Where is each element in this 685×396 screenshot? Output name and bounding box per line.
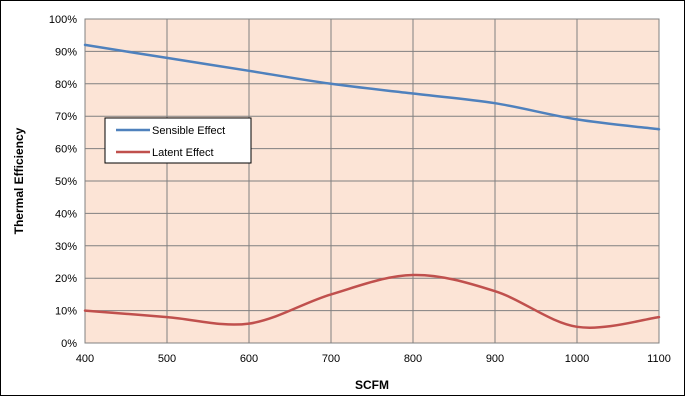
- legend-label: Latent Effect: [152, 147, 214, 159]
- y-tick-label: 30%: [55, 241, 77, 253]
- plot-border: [84, 18, 660, 344]
- x-tick-label: 900: [486, 353, 504, 365]
- y-tick-label: 10%: [55, 306, 77, 318]
- y-tick-label: 40%: [55, 208, 77, 220]
- legend-box: [104, 117, 252, 164]
- y-tick-label: 0%: [61, 338, 77, 350]
- legend-label: Sensible Effect: [152, 125, 225, 137]
- y-tick-label: 100%: [49, 14, 77, 26]
- x-tick-label: 800: [404, 353, 422, 365]
- x-axis-ticks: 400 500 600 700 800 900 1000 1100: [76, 353, 671, 365]
- x-tick-label: 700: [322, 353, 340, 365]
- series-lines: [83, 43, 661, 329]
- y-axis-title: Thermal Efficiency: [12, 127, 26, 234]
- x-tick-label: 1100: [647, 353, 671, 365]
- y-tick-label: 70%: [55, 111, 77, 123]
- x-tick-label: 500: [158, 353, 176, 365]
- series-line-1: [83, 273, 661, 329]
- y-tick-label: 80%: [55, 79, 77, 91]
- y-tick-label: 20%: [55, 273, 77, 285]
- x-tick-label: 400: [76, 353, 94, 365]
- legend: Sensible Effect Latent Effect: [104, 117, 252, 164]
- y-tick-label: 50%: [55, 176, 77, 188]
- series-line-0: [83, 43, 661, 131]
- x-axis-title: SCFM: [355, 378, 389, 392]
- x-tick-label: 600: [240, 353, 258, 365]
- x-tick-label: 1000: [565, 353, 589, 365]
- y-tick-label: 90%: [55, 46, 77, 58]
- y-tick-label: 60%: [55, 144, 77, 156]
- y-axis-ticks: 0% 10% 20% 30% 40% 50% 60% 70% 80% 90% 100%: [49, 14, 77, 350]
